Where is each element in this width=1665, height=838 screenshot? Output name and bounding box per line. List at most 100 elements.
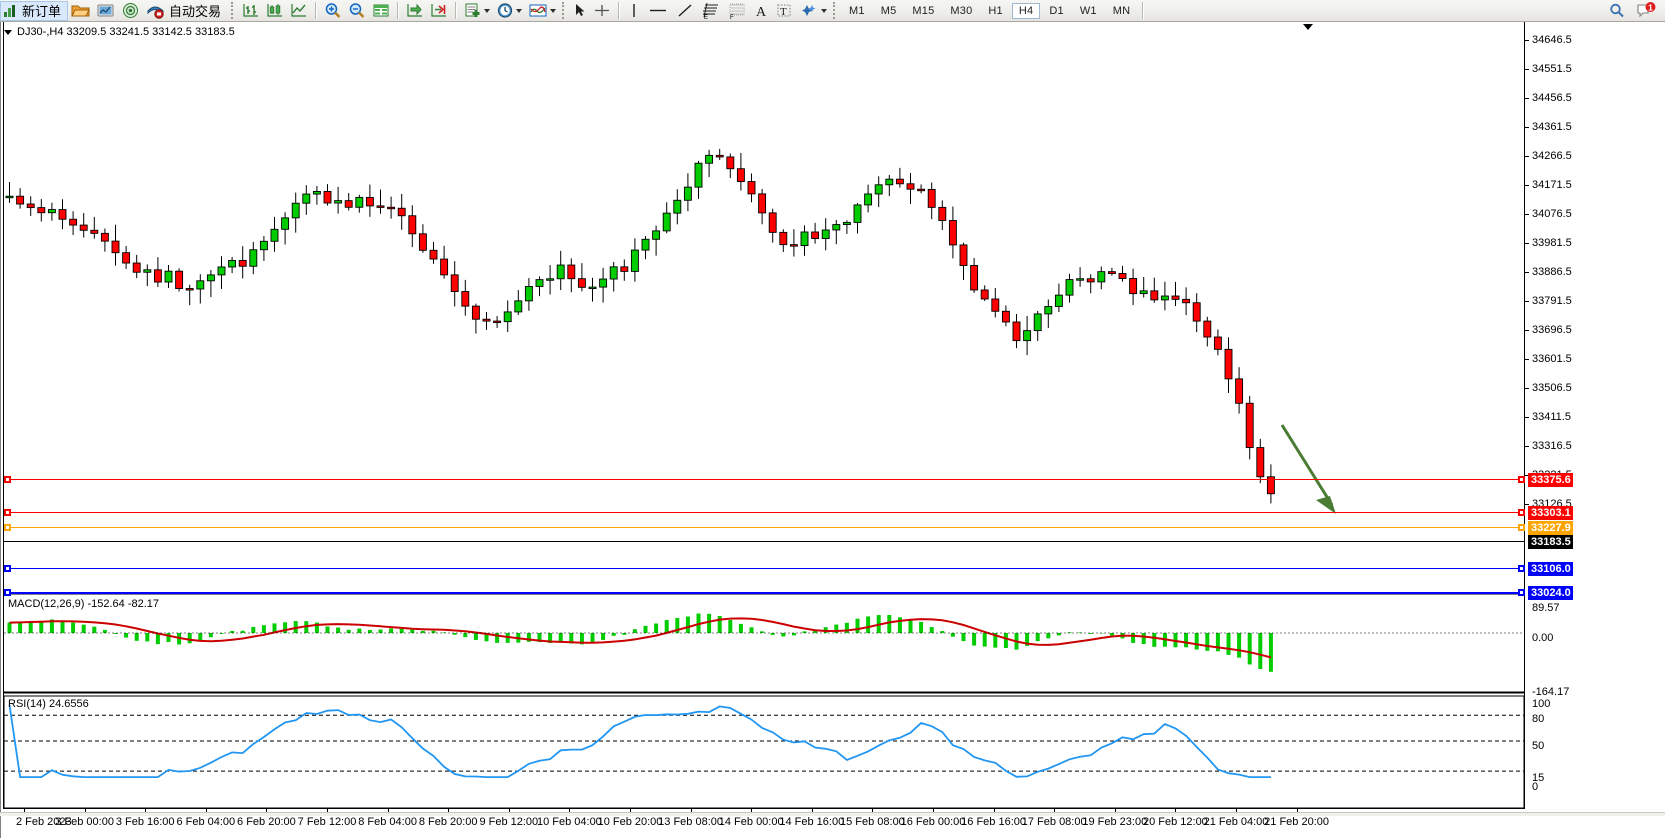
- svg-text:A: A: [756, 5, 767, 19]
- time-axis[interactable]: [3, 808, 1525, 809]
- price-level-handle-take-profit-2[interactable]: [1518, 509, 1525, 516]
- timeframe-w1[interactable]: W1: [1079, 4, 1097, 17]
- time-axis-tick-label: 20 Feb 12:00: [1142, 816, 1208, 828]
- price-level-line-entry-price[interactable]: [4, 527, 1524, 528]
- fibo-fan-button[interactable]: F: [724, 1, 750, 21]
- price-level-handle-stop-level-2[interactable]: [4, 589, 11, 596]
- candlestick-chart-button[interactable]: [263, 1, 287, 21]
- price-level-handle-take-profit-1[interactable]: [4, 476, 11, 483]
- candlestick: [196, 274, 205, 304]
- price-axis-tick: [1525, 98, 1529, 99]
- price-level-handle-stop-level-1[interactable]: [4, 565, 11, 572]
- terminal-button[interactable]: [93, 1, 118, 21]
- candlestick: [948, 206, 957, 259]
- indicators-button[interactable]: [525, 1, 559, 21]
- vertical-line-button[interactable]: [624, 1, 644, 21]
- chart-canvas[interactable]: DJ30-,H4 33209.5 33241.5 33142.5 33183.5…: [0, 22, 1665, 838]
- price-level-line-take-profit-2[interactable]: [4, 512, 1524, 513]
- auto-trading-button[interactable]: 自动交易: [143, 1, 228, 21]
- trendline-button[interactable]: [672, 1, 698, 21]
- objects-chevron-down-icon[interactable]: [821, 8, 828, 13]
- candlestick: [970, 258, 979, 293]
- indicators-icon: [528, 2, 548, 19]
- price-level-tag-stop-level-2[interactable]: 33024.0: [1528, 586, 1573, 600]
- candlestick: [334, 186, 343, 214]
- horizontal-line-button[interactable]: [644, 1, 672, 21]
- fibo-fan-icon: F: [727, 2, 747, 20]
- timeframe-m15[interactable]: M15: [912, 4, 935, 17]
- price-level-handle-stop-level-2[interactable]: [1518, 589, 1525, 596]
- candlestick: [132, 254, 141, 279]
- price-level-tag-take-profit-2[interactable]: 33303.1: [1528, 506, 1573, 520]
- indicators-chevron-down-icon[interactable]: [550, 8, 557, 13]
- text-button[interactable]: A: [750, 1, 772, 21]
- timeframe-d1[interactable]: D1: [1049, 4, 1064, 17]
- price-level-tag-current-price[interactable]: 33183.5: [1528, 535, 1573, 549]
- toolbar-grip-3[interactable]: [833, 2, 838, 19]
- price-level-line-current-price[interactable]: [4, 541, 1524, 542]
- price-level-tag-entry-price[interactable]: 33227.9: [1528, 521, 1573, 535]
- price-level-tag-take-profit-1[interactable]: 33375.6: [1528, 473, 1573, 487]
- objects-button[interactable]: [796, 1, 830, 21]
- candlestick: [641, 236, 650, 260]
- zoom-out-button[interactable]: [345, 1, 369, 21]
- zoom-in-button[interactable]: [321, 1, 345, 21]
- notification-button[interactable]: 1: [1633, 1, 1659, 21]
- bar-chart-button[interactable]: [239, 1, 263, 21]
- candlestick: [1001, 305, 1010, 327]
- candlestick: [609, 261, 618, 292]
- candlestick: [482, 312, 491, 330]
- toolbar-sep-4: [618, 2, 621, 19]
- time-axis-tick-label: 3 Feb 00:00: [55, 816, 114, 828]
- candlestick: [758, 189, 767, 225]
- timeframe-m5[interactable]: M5: [880, 4, 897, 17]
- candlestick: [270, 216, 279, 252]
- price-level-handle-take-profit-2[interactable]: [4, 509, 11, 516]
- new-order-button[interactable]: 新订单: [0, 0, 69, 21]
- timeframe-m1[interactable]: M1: [849, 4, 865, 17]
- price-level-handle-entry-price[interactable]: [1518, 524, 1525, 531]
- toolbar-grip-1[interactable]: [231, 2, 236, 19]
- text-label-button[interactable]: T: [772, 1, 796, 21]
- price-level-handle-entry-price[interactable]: [4, 524, 11, 531]
- price-level-line-stop-level-2[interactable]: [4, 592, 1524, 594]
- navigator-button[interactable]: [118, 1, 143, 21]
- price-level-handle-take-profit-1[interactable]: [1518, 476, 1525, 483]
- toolbar-grip-2[interactable]: [562, 2, 567, 19]
- time-axis-tick-label: 7 Feb 12:00: [297, 816, 357, 828]
- timeframe-mn[interactable]: MN: [1112, 4, 1131, 17]
- candlestick: [471, 303, 480, 334]
- timeframe-m30[interactable]: M30: [950, 4, 973, 17]
- chart-shift-button[interactable]: [403, 1, 427, 21]
- auto-scroll-button[interactable]: [427, 1, 451, 21]
- folder-button[interactable]: [68, 1, 93, 21]
- candlestick: [440, 245, 449, 279]
- price-axis-tick-label: 34171.5: [1532, 179, 1572, 191]
- price-axis-tick: [1525, 127, 1529, 128]
- cursor-button[interactable]: [570, 1, 590, 21]
- price-level-line-take-profit-1[interactable]: [4, 479, 1524, 480]
- price-level-handle-stop-level-1[interactable]: [1518, 565, 1525, 572]
- period-button[interactable]: [493, 1, 525, 21]
- timeframe-h4[interactable]: H4: [1011, 2, 1041, 19]
- price-axis-tick: [1525, 301, 1529, 302]
- candlestick: [259, 236, 268, 261]
- timeframe-h1[interactable]: H1: [988, 4, 1003, 17]
- price-axis[interactable]: [1524, 22, 1525, 808]
- candlestick: [1150, 277, 1159, 303]
- time-axis-tick-label: 17 Feb 08:00: [1021, 816, 1087, 828]
- data-window-button[interactable]: [369, 1, 393, 21]
- search-button[interactable]: [1605, 1, 1629, 21]
- chart-menu-chevron-down-icon[interactable]: [4, 29, 12, 35]
- candlestick: [291, 192, 300, 233]
- price-level-line-stop-level-1[interactable]: [4, 568, 1524, 569]
- crosshair-button[interactable]: [590, 1, 614, 21]
- period-chevron-down-icon[interactable]: [516, 8, 523, 13]
- templates-button[interactable]: [461, 1, 493, 21]
- fibo-button[interactable]: E: [698, 1, 724, 21]
- price-axis-tick-label: 34266.5: [1532, 150, 1572, 162]
- price-level-tag-stop-level-1[interactable]: 33106.0: [1528, 562, 1573, 576]
- chart-title-bar[interactable]: DJ30-,H4 33209.5 33241.5 33142.5 33183.5: [4, 26, 235, 38]
- templates-chevron-down-icon[interactable]: [484, 8, 491, 13]
- line-chart-button[interactable]: [287, 1, 311, 21]
